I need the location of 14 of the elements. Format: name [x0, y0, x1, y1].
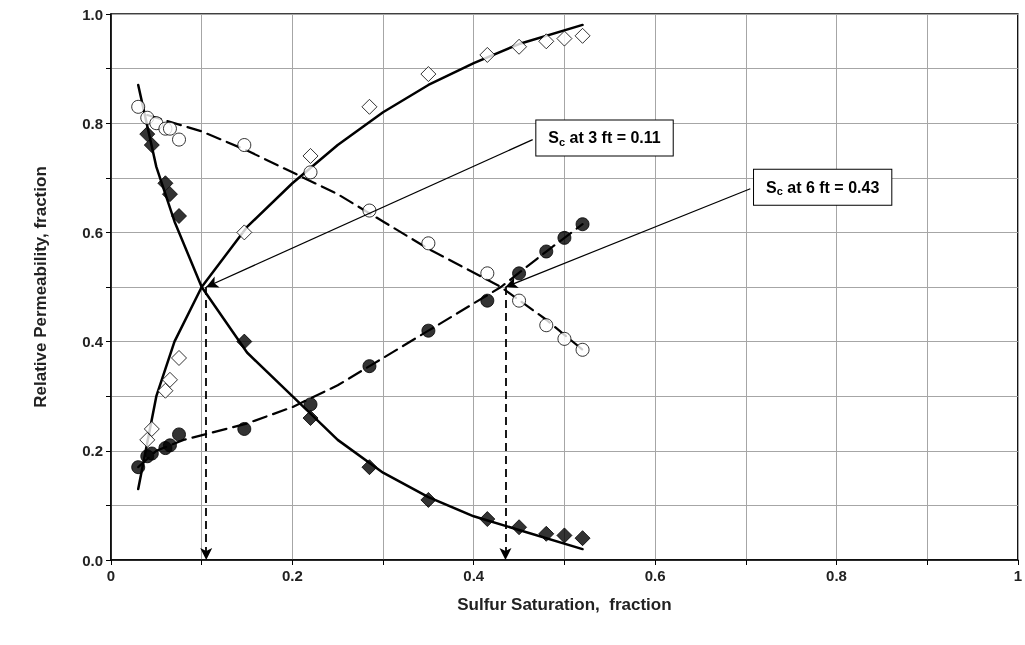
x-tick-label: 1 — [1013, 567, 1022, 584]
y-tick-label: 0.8 — [82, 114, 103, 132]
y-tick-label: 0.0 — [82, 551, 103, 569]
x-tick-label: 0.2 — [281, 567, 303, 584]
x-axis-title: Sulfur Saturation, fraction — [457, 595, 672, 614]
x-tick-label: 0.4 — [463, 567, 485, 584]
y-tick-label: 1.0 — [82, 5, 103, 23]
y-tick-label: 0.2 — [82, 442, 103, 460]
y-tick-label: 0.4 — [82, 333, 104, 351]
x-tick-label: 0 — [106, 567, 116, 584]
y-axis-title: Relative Permeability, fraction — [31, 166, 50, 408]
x-tick-label: 0.6 — [644, 567, 666, 584]
x-tick-label: 0.8 — [826, 567, 847, 584]
y-tick-label: 0.6 — [82, 223, 103, 241]
